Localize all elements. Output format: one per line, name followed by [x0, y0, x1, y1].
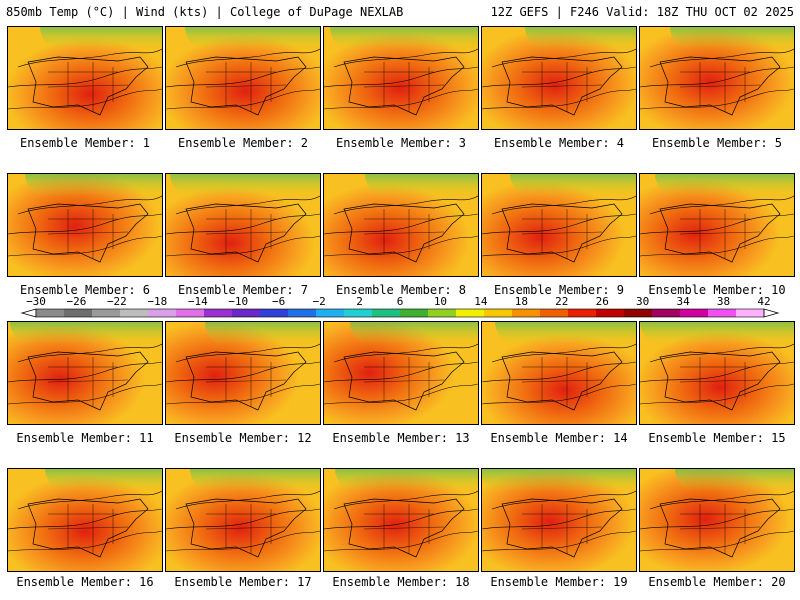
ensemble-member-label: Ensemble Member: 1: [19, 136, 151, 150]
colorbar-segment: [204, 309, 233, 317]
ensemble-member-map: [165, 173, 321, 277]
header-title: 850mb Temp (°C) | Wind (kts) | College o…: [6, 5, 404, 19]
colorbar-segment: [568, 309, 597, 317]
colorbar-segment: [232, 309, 261, 317]
colorbar-segment: [736, 309, 765, 317]
colorbar-tick-label: 18: [514, 295, 528, 308]
ensemble-member-label: Ensemble Member: 15: [648, 431, 786, 445]
ensemble-member-map: [481, 26, 637, 130]
colorbar-segment: [708, 309, 737, 317]
colorbar-scale: [20, 308, 780, 318]
ensemble-member-map: [165, 321, 321, 425]
colorbar-segment: [64, 309, 93, 317]
temperature-colorbar: −30 −26 −22 −18 −14 −10 −6 −2 2 6 10 14 18 22 26 30 34 38…: [0, 296, 800, 320]
ensemble-member-label: Ensemble Member: 13: [332, 431, 470, 445]
ensemble-member-map: [481, 321, 637, 425]
colorbar-segment: [316, 309, 345, 317]
colorbar-segment: [484, 309, 513, 317]
colorbar-tick-label: 6: [396, 295, 404, 308]
ensemble-member-map: [7, 321, 163, 425]
colorbar-tick-label: 22: [555, 295, 569, 308]
ensemble-member-map: [7, 468, 163, 572]
colorbar-segment: [428, 309, 457, 317]
colorbar-segment: [456, 309, 485, 317]
ensemble-member-map: [639, 173, 795, 277]
ensemble-member-label: Ensemble Member: 4: [493, 136, 625, 150]
colorbar-tick-label: −22: [106, 295, 127, 308]
colorbar-tick-label: −30: [26, 295, 46, 308]
colorbar-segment: [148, 309, 177, 317]
ensemble-member-map: [323, 26, 479, 130]
ensemble-member-map: [7, 173, 163, 277]
ensemble-member-label: Ensemble Member: 5: [651, 136, 783, 150]
ensemble-member-label: Ensemble Member: 6: [19, 283, 151, 297]
colorbar-segment: [260, 309, 289, 317]
ensemble-member-label: Ensemble Member: 20: [648, 575, 786, 589]
ensemble-member-label: Ensemble Member: 10: [648, 283, 786, 297]
header: 850mb Temp (°C) | Wind (kts) | College o…: [0, 0, 800, 24]
colorbar-segment: [624, 309, 653, 317]
colorbar-tick-label: 26: [595, 295, 609, 308]
colorbar-right-arrow: [763, 308, 780, 318]
ensemble-member-label: Ensemble Member: 18: [332, 575, 470, 589]
colorbar-segment: [372, 309, 401, 317]
colorbar-left-arrow: [20, 308, 37, 318]
colorbar-segment: [36, 309, 65, 317]
ensemble-member-label: Ensemble Member: 9: [493, 283, 625, 297]
header-valid-time: 12Z GEFS | F246 Valid: 18Z THU OCT 02 20…: [490, 5, 794, 19]
ensemble-member-label: Ensemble Member: 12: [174, 431, 312, 445]
ensemble-member-map: [165, 468, 321, 572]
colorbar-segment: [596, 309, 625, 317]
ensemble-member-map: [165, 26, 321, 130]
colorbar-segment: [512, 309, 541, 317]
colorbar-segment: [680, 309, 709, 317]
colorbar-tick-label: −10: [228, 295, 249, 308]
colorbar-segment: [120, 309, 149, 317]
ensemble-member-map: [323, 173, 479, 277]
colorbar-tick-label: 10: [433, 295, 448, 308]
ensemble-member-label: Ensemble Member: 7: [177, 283, 309, 297]
ensemble-member-map: [323, 321, 479, 425]
ensemble-member-label: Ensemble Member: 8: [335, 283, 467, 297]
colorbar-segment: [652, 309, 681, 317]
ensemble-member-map: [481, 468, 637, 572]
colorbar-segment: [344, 309, 373, 317]
colorbar-tick-label: 42: [757, 295, 771, 308]
ensemble-member-label: Ensemble Member: 3: [335, 136, 467, 150]
ensemble-member-label: Ensemble Member: 11: [16, 431, 154, 445]
colorbar-segment: [92, 309, 121, 317]
colorbar-segment: [400, 309, 429, 317]
ensemble-member-map: [481, 173, 637, 277]
ensemble-member-label: Ensemble Member: 17: [174, 575, 312, 589]
ensemble-member-map: [639, 321, 795, 425]
colorbar-tick-label: −26: [66, 295, 87, 308]
colorbar-tick-label: 38: [716, 295, 731, 308]
ensemble-member-map: [639, 468, 795, 572]
colorbar-tick-label: 34: [676, 295, 690, 308]
colorbar-tick-label: −2: [312, 295, 326, 308]
ensemble-member-map: [323, 468, 479, 572]
colorbar-tick-label: −18: [147, 295, 168, 308]
colorbar-tick-label: 30: [636, 295, 650, 308]
ensemble-member-label: Ensemble Member: 2: [177, 136, 309, 150]
colorbar-segment: [540, 309, 569, 317]
colorbar-tick-label: 2: [356, 295, 363, 308]
ensemble-member-label: Ensemble Member: 19: [490, 575, 628, 589]
colorbar-segment: [288, 309, 317, 317]
colorbar-tick-label: −6: [272, 295, 286, 308]
colorbar-tick-label: −14: [187, 295, 208, 308]
ensemble-member-map: [639, 26, 795, 130]
colorbar-segment: [176, 309, 205, 317]
ensemble-member-map: [7, 26, 163, 130]
ensemble-member-label: Ensemble Member: 16: [16, 575, 154, 589]
colorbar-tick-label: 14: [474, 295, 488, 308]
ensemble-member-label: Ensemble Member: 14: [490, 431, 628, 445]
